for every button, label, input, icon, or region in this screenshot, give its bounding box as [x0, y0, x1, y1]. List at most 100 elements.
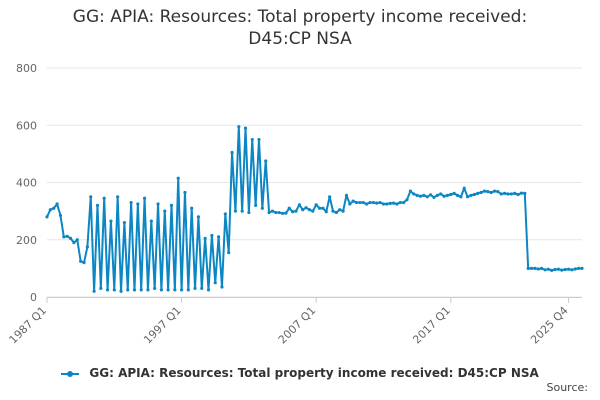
data-point	[452, 191, 456, 195]
data-point	[62, 235, 66, 239]
data-point	[196, 215, 201, 219]
data-point	[173, 288, 177, 292]
data-point	[516, 192, 520, 197]
data-point	[146, 288, 150, 292]
data-point	[428, 193, 433, 197]
data-point	[159, 288, 163, 292]
legend-swatch-icon	[61, 369, 80, 379]
data-point	[280, 211, 285, 216]
data-point	[179, 288, 184, 292]
data-point	[82, 261, 86, 265]
data-point	[371, 200, 375, 205]
data-point	[210, 233, 214, 238]
data-point	[169, 203, 174, 207]
data-point	[72, 241, 76, 245]
data-point	[314, 203, 318, 207]
data-point	[375, 201, 379, 205]
x-tick-label: 2025 Q4	[528, 304, 571, 347]
data-point	[183, 190, 187, 195]
chart-title: GG: APIA: Resources: Total property inco…	[0, 6, 600, 50]
data-point	[442, 194, 446, 198]
data-point	[250, 137, 254, 142]
data-point	[365, 202, 369, 206]
data-point	[79, 259, 83, 263]
data-point	[445, 193, 450, 197]
data-point	[385, 202, 389, 206]
data-point	[425, 195, 429, 199]
data-point	[217, 235, 221, 239]
data-point	[580, 266, 584, 270]
data-point	[331, 209, 335, 213]
data-point	[75, 238, 79, 242]
data-point	[307, 208, 312, 212]
data-point	[129, 200, 133, 205]
data-point	[543, 268, 547, 272]
data-point	[294, 209, 298, 213]
data-point	[287, 206, 291, 210]
data-point	[321, 206, 325, 210]
data-point	[247, 210, 251, 215]
data-point	[553, 267, 557, 272]
data-point	[116, 195, 120, 199]
data-point	[499, 192, 503, 196]
y-tick-label: 200	[16, 234, 37, 247]
data-point	[206, 288, 211, 292]
data-point	[223, 212, 227, 216]
data-point	[496, 190, 500, 194]
data-point	[378, 200, 382, 205]
y-tick-label: 600	[16, 119, 37, 132]
data-point	[55, 202, 59, 206]
data-point	[213, 281, 217, 285]
data-point	[301, 208, 305, 212]
data-point	[344, 193, 349, 197]
data-point	[105, 288, 110, 292]
data-point	[220, 285, 224, 289]
data-point	[529, 266, 534, 270]
x-tick-label: 2007 Q1	[276, 304, 319, 347]
data-point	[317, 206, 322, 210]
data-point	[418, 194, 423, 198]
data-point	[466, 195, 470, 199]
data-point	[186, 288, 190, 292]
x-tick-label: 1997 Q1	[141, 304, 184, 347]
data-point	[200, 286, 204, 291]
data-point	[459, 195, 463, 199]
data-point	[270, 209, 275, 213]
data-point	[412, 192, 416, 196]
legend[interactable]: GG: APIA: Resources: Total property inco…	[0, 366, 600, 380]
data-point	[398, 200, 402, 205]
data-point	[526, 266, 530, 270]
data-point	[237, 125, 241, 129]
data-point	[388, 201, 392, 205]
y-tick-label: 400	[16, 177, 37, 190]
data-point	[264, 159, 268, 163]
data-point	[260, 206, 264, 210]
data-point	[163, 209, 167, 213]
data-point	[122, 220, 126, 225]
data-point	[277, 210, 281, 215]
source-label: Source:	[546, 381, 589, 394]
chart-title-line-1: GG: APIA: Resources: Total property inco…	[72, 7, 528, 27]
data-point	[523, 191, 527, 195]
data-point	[156, 202, 160, 206]
data-point	[297, 203, 301, 207]
data-point	[506, 192, 510, 196]
data-point	[99, 286, 103, 291]
series-line	[46, 125, 582, 293]
data-point	[304, 206, 308, 210]
data-point	[455, 193, 460, 197]
data-point	[570, 268, 574, 272]
y-tick-label: 800	[16, 62, 37, 75]
data-point	[482, 189, 487, 193]
data-point	[489, 190, 493, 195]
data-point	[95, 203, 100, 207]
legend-label: GG: APIA: Resources: Total property inco…	[89, 366, 539, 380]
x-tick-label: 1987 Q1	[7, 304, 50, 347]
data-point	[65, 234, 69, 238]
data-point	[391, 201, 396, 205]
data-point	[492, 189, 497, 193]
data-point	[476, 191, 480, 195]
data-point	[415, 193, 419, 197]
data-point	[563, 267, 567, 272]
data-point	[48, 208, 52, 212]
